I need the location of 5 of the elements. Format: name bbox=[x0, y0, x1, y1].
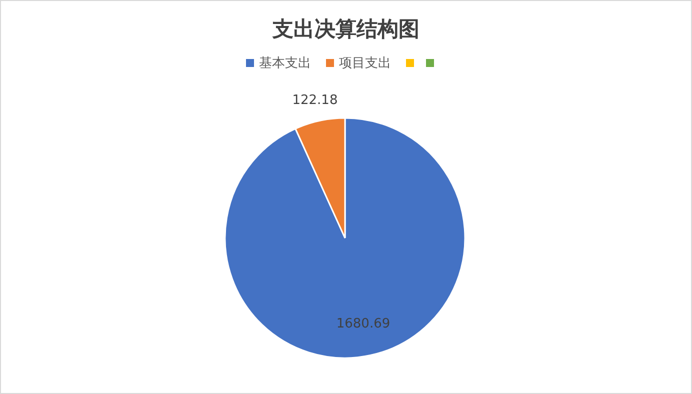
legend-label: 项目支出 bbox=[339, 56, 391, 71]
data-label: 122.18 bbox=[292, 93, 338, 108]
data-label: 1680.69 bbox=[336, 316, 390, 332]
chart-title: 支出决算结构图 bbox=[272, 17, 420, 41]
legend-label: 基本支出 bbox=[259, 56, 311, 71]
